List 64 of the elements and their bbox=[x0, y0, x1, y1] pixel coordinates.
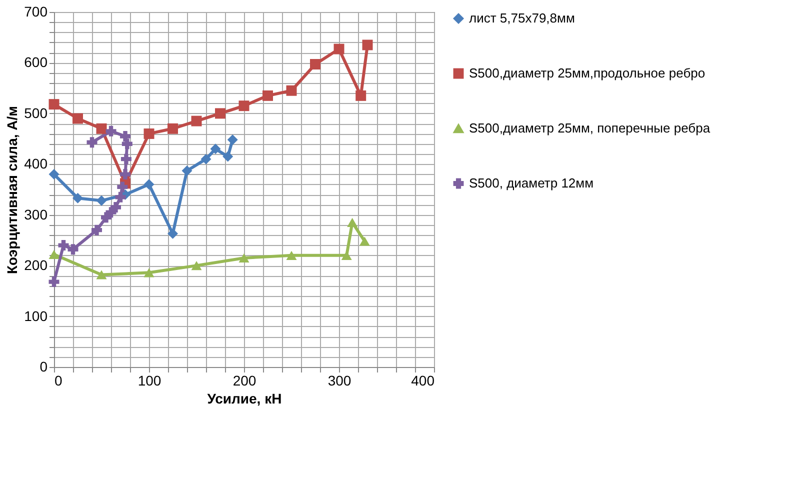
point bbox=[238, 100, 250, 112]
y-tick-label: 100 bbox=[24, 308, 48, 324]
y-tick-label: 700 bbox=[24, 4, 48, 20]
y-tick-label: 300 bbox=[24, 206, 48, 222]
point bbox=[48, 250, 60, 259]
point bbox=[227, 134, 238, 146]
point bbox=[48, 99, 60, 110]
point bbox=[48, 169, 60, 180]
legend-label: S500,диаметр 25мм,продольное ребро bbox=[469, 66, 706, 80]
point bbox=[110, 202, 121, 212]
x-tick-label: 400 bbox=[411, 372, 435, 388]
point bbox=[72, 113, 83, 124]
point bbox=[310, 58, 320, 70]
point bbox=[210, 144, 221, 154]
point bbox=[356, 90, 366, 101]
point bbox=[182, 165, 192, 176]
y-tick-label: 200 bbox=[24, 257, 48, 274]
point bbox=[347, 218, 358, 228]
point bbox=[72, 192, 83, 204]
point bbox=[286, 85, 297, 96]
point bbox=[68, 244, 78, 255]
point bbox=[96, 270, 107, 280]
legend-label: лист 5,75х79,8мм bbox=[469, 10, 575, 26]
point bbox=[191, 116, 202, 126]
x-tick-label: 200 bbox=[232, 372, 256, 388]
point bbox=[168, 123, 178, 134]
x-tick-label: 300 bbox=[328, 372, 352, 388]
point bbox=[286, 250, 297, 260]
point bbox=[200, 154, 212, 164]
y-tick-label: 400 bbox=[24, 156, 48, 172]
x-tick-label: 0 bbox=[54, 372, 62, 388]
point bbox=[262, 90, 273, 101]
point bbox=[58, 240, 69, 251]
point bbox=[168, 228, 178, 239]
point bbox=[92, 224, 102, 236]
point bbox=[215, 108, 226, 119]
point bbox=[115, 192, 126, 202]
point bbox=[334, 44, 344, 54]
point bbox=[191, 261, 202, 270]
point bbox=[86, 137, 98, 148]
y-tick-label: 500 bbox=[24, 104, 48, 121]
point bbox=[96, 195, 107, 206]
x-axis-title: Усилие, кН bbox=[207, 390, 282, 406]
legend-label: S500, диаметр 12мм bbox=[469, 176, 594, 190]
point bbox=[48, 276, 60, 288]
point bbox=[144, 179, 154, 190]
point bbox=[106, 126, 116, 136]
point bbox=[222, 151, 234, 162]
point bbox=[144, 128, 154, 139]
point bbox=[120, 131, 130, 142]
point bbox=[120, 154, 132, 164]
point bbox=[238, 253, 250, 263]
y-axis-title: Коэрцитивная сила, А/м bbox=[4, 106, 20, 274]
point bbox=[120, 169, 130, 180]
point bbox=[117, 182, 128, 192]
point bbox=[362, 40, 373, 50]
y-tick-label: 600 bbox=[24, 54, 48, 70]
point bbox=[359, 236, 370, 246]
y-tick-label: 0 bbox=[40, 358, 48, 374]
point bbox=[144, 268, 154, 278]
legend-label: S500,диаметр 25мм, поперечные ребра bbox=[469, 120, 711, 136]
point bbox=[341, 250, 352, 260]
x-tick-label: 100 bbox=[138, 372, 162, 388]
point bbox=[96, 123, 107, 134]
